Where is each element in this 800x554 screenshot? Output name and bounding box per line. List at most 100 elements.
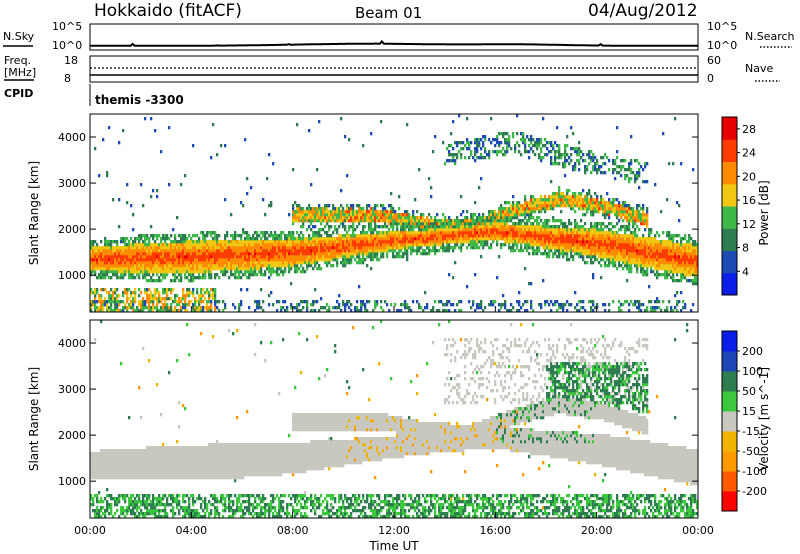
power-cell (464, 156, 467, 160)
power-cell (242, 267, 245, 271)
power-cell (310, 303, 313, 307)
power-cell (316, 252, 319, 256)
power-cell (386, 225, 389, 229)
power-cell (210, 306, 213, 310)
power-cell (270, 234, 273, 238)
power-cell (492, 300, 495, 304)
power-cell (608, 228, 611, 232)
power-cell (422, 219, 425, 223)
power-cell (600, 264, 603, 268)
power-cell (284, 258, 287, 262)
power-cell (418, 306, 421, 310)
power-cell (566, 153, 569, 157)
power-cell (318, 210, 321, 214)
power-cell (620, 237, 623, 241)
power-cell (500, 234, 503, 238)
power-cell (526, 207, 529, 211)
power-cell (278, 261, 281, 265)
power-cell (146, 246, 149, 250)
power-cell (510, 234, 513, 238)
power-cell (324, 252, 327, 256)
power-cell (326, 204, 329, 208)
power-cell (338, 303, 341, 307)
power-cell (610, 237, 613, 241)
power-cell (454, 234, 457, 238)
power-cell (480, 306, 483, 310)
power-cell (616, 198, 619, 202)
power-cell (328, 252, 331, 256)
power-cell (472, 240, 475, 244)
power-cell (244, 261, 247, 265)
freq-tick-top: 18 (64, 54, 78, 67)
power-cell (214, 261, 217, 265)
power-cell (506, 210, 509, 214)
power-cell (232, 255, 235, 259)
power-cell (204, 243, 207, 247)
power-cell (392, 240, 395, 244)
power-cell (322, 255, 325, 259)
power-cell (240, 267, 243, 271)
power-cell (444, 303, 447, 307)
power-cell (612, 240, 615, 244)
power-cell (434, 243, 437, 247)
power-cell (192, 246, 195, 250)
power-cell (556, 249, 559, 253)
power-cell (106, 243, 109, 247)
power-cell (314, 237, 317, 241)
power-cell (198, 300, 201, 304)
power-cell (164, 273, 167, 277)
power-cell (556, 198, 559, 202)
power-cell (248, 243, 251, 247)
power-cell (130, 273, 133, 277)
power-cell (256, 255, 259, 259)
power-cell (274, 240, 277, 244)
power-cell (324, 243, 327, 247)
power-cell (302, 240, 305, 244)
power-cell (582, 198, 585, 202)
power-cell (186, 309, 189, 313)
power-cell (546, 198, 549, 202)
power-cell (442, 234, 445, 238)
power-cell (238, 303, 241, 307)
power-cell (628, 162, 631, 166)
power-cell (624, 225, 627, 229)
power-cell (400, 309, 403, 313)
power-cell (330, 225, 333, 229)
power-cell (234, 255, 237, 259)
power-cell (122, 129, 125, 133)
power-cell (600, 246, 603, 250)
power-cell (608, 159, 611, 163)
power-cell (326, 243, 329, 247)
power-cell (138, 243, 141, 247)
power-cell (586, 252, 589, 256)
power-cell (454, 261, 457, 265)
power-cell (248, 234, 251, 238)
power-cell (110, 294, 113, 298)
power-cell (174, 267, 177, 271)
power-cell (306, 252, 309, 256)
power-cell (104, 240, 107, 244)
power-cell (428, 249, 431, 253)
power-cell (556, 234, 559, 238)
power-cell (564, 198, 567, 202)
power-cell (358, 234, 361, 238)
power-cell (228, 243, 231, 247)
power-cell (126, 258, 129, 262)
power-cell (464, 234, 467, 238)
power-cell (442, 213, 445, 217)
power-cell (432, 237, 435, 241)
power-cell (316, 210, 319, 214)
power-cell (518, 240, 521, 244)
power-cell (538, 228, 541, 232)
power-cell (296, 306, 299, 310)
power-cell (178, 309, 181, 313)
power-cell (348, 240, 351, 244)
power-cell (428, 240, 431, 244)
power-cell (156, 249, 159, 253)
power-cell (130, 267, 133, 271)
power-cell (138, 246, 141, 250)
power-cell (442, 309, 445, 313)
power-cell (628, 261, 631, 265)
power-cell (356, 252, 359, 256)
power-cell (102, 270, 105, 274)
